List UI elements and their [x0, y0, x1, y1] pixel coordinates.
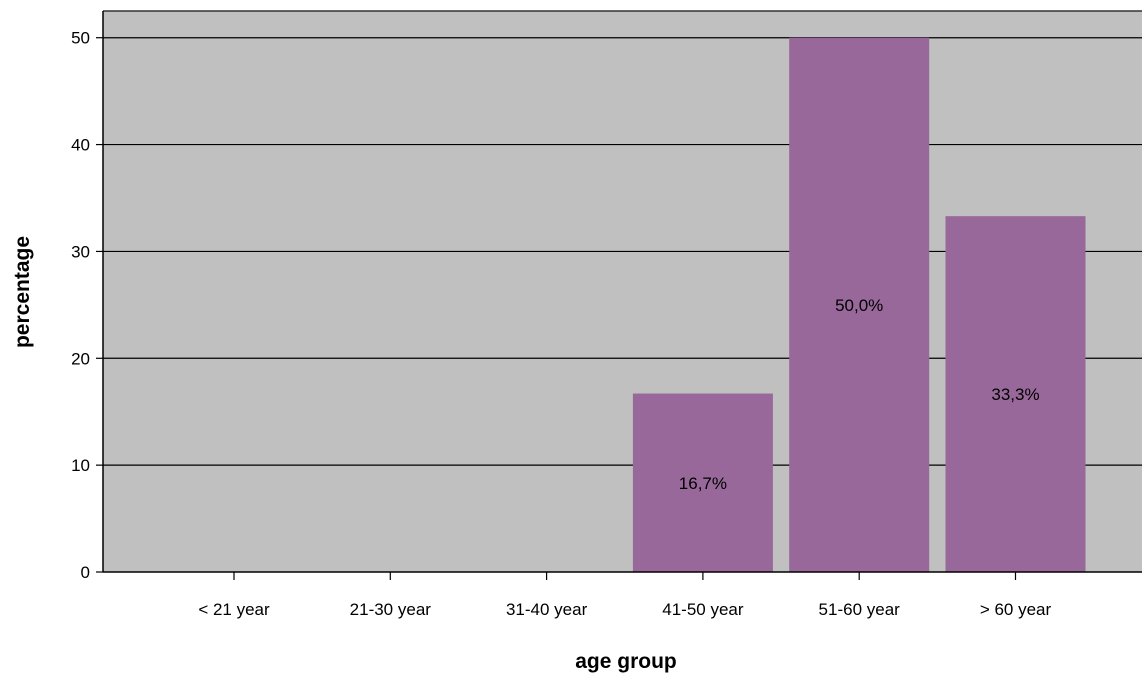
y-axis-ticks: 0 10 20 30 40 50 — [71, 29, 103, 582]
bar-data-label: 50,0% — [835, 296, 883, 315]
y-tick-label: 40 — [71, 136, 90, 155]
x-tick-label: 21-30 year — [350, 600, 432, 619]
x-tick-label: 31-40 year — [506, 600, 588, 619]
y-tick-label: 30 — [71, 242, 90, 261]
y-tick-label: 20 — [71, 349, 90, 368]
bar-data-label: 16,7% — [679, 474, 727, 493]
x-axis-title: age group — [575, 650, 677, 673]
bar-5 — [945, 216, 1086, 572]
x-tick-label: > 60 year — [980, 600, 1052, 619]
bars — [632, 37, 1086, 572]
bar-4 — [789, 37, 930, 572]
y-axis-title: percentage — [11, 236, 34, 348]
bar-data-label: 33,3% — [991, 385, 1039, 404]
y-tick-label: 50 — [71, 29, 90, 48]
bar-data-labels: 16,7% 50,0% 33,3% — [679, 296, 1040, 493]
y-tick-label: 10 — [71, 456, 90, 475]
x-tick-label: 51-60 year — [819, 600, 901, 619]
y-tick-label: 0 — [81, 563, 90, 582]
bar-3 — [632, 393, 773, 572]
x-tick-label: 41-50 year — [662, 600, 744, 619]
x-tick-label: < 21 year — [198, 600, 270, 619]
axes — [102, 10, 1142, 573]
x-axis-ticks: < 21 year 21-30 year 31-40 year 41-50 year 5… — [198, 572, 1052, 619]
